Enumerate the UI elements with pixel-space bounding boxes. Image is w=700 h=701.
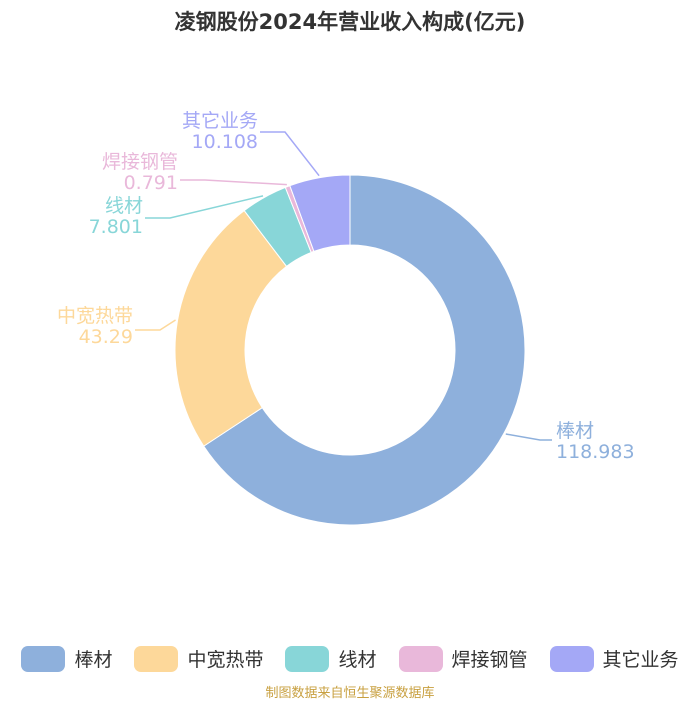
slice-value-3: 0.791 bbox=[124, 172, 178, 194]
leader-line-1 bbox=[135, 319, 176, 331]
legend-swatch-1 bbox=[134, 645, 179, 672]
leader-line-0 bbox=[505, 433, 552, 441]
legend-item-3[interactable]: 焊接钢管 bbox=[398, 645, 528, 672]
legend-swatch-4 bbox=[549, 645, 594, 672]
slice-label-0: 棒材 bbox=[556, 420, 594, 442]
leader-line-4 bbox=[260, 131, 320, 177]
legend-swatch-2 bbox=[285, 645, 330, 672]
leader-line-3 bbox=[180, 179, 287, 186]
chart-title: 凌钢股份2024年营业收入构成(亿元) bbox=[174, 10, 526, 34]
slice-label-2: 线材 bbox=[105, 195, 143, 217]
legend-swatch-0 bbox=[21, 645, 66, 672]
slice-label-4: 其它业务 bbox=[182, 110, 258, 132]
legend-item-2[interactable]: 线材 bbox=[285, 645, 377, 672]
source-note: 制图数据来自恒生聚源数据库 bbox=[265, 686, 435, 701]
legend-label-3: 焊接钢管 bbox=[451, 649, 528, 671]
chart-legend: 棒材 中宽热带 线材 焊接钢管 其它业务 bbox=[0, 645, 700, 672]
legend-label-1: 中宽热带 bbox=[187, 649, 264, 671]
legend-item-1[interactable]: 中宽热带 bbox=[134, 645, 263, 672]
legend-swatch-3 bbox=[398, 645, 443, 672]
donut-slice-4[interactable] bbox=[289, 174, 351, 253]
leader-line-2 bbox=[145, 195, 264, 219]
slice-value-2: 7.801 bbox=[89, 216, 143, 238]
legend-label-2: 线材 bbox=[338, 649, 377, 671]
legend-label-0: 棒材 bbox=[74, 649, 113, 671]
legend-label-4: 其它业务 bbox=[602, 649, 679, 671]
slice-value-4: 10.108 bbox=[192, 131, 258, 153]
legend-item-4[interactable]: 其它业务 bbox=[549, 645, 679, 672]
slice-value-1: 43.29 bbox=[79, 326, 133, 348]
slice-label-3: 焊接钢管 bbox=[102, 151, 178, 173]
donut-slice-0[interactable] bbox=[203, 174, 526, 526]
slice-value-0: 118.983 bbox=[556, 441, 635, 463]
donut-slice-1[interactable] bbox=[174, 209, 288, 447]
legend-item-0[interactable]: 棒材 bbox=[21, 645, 112, 672]
slice-label-1: 中宽热带 bbox=[57, 305, 133, 327]
